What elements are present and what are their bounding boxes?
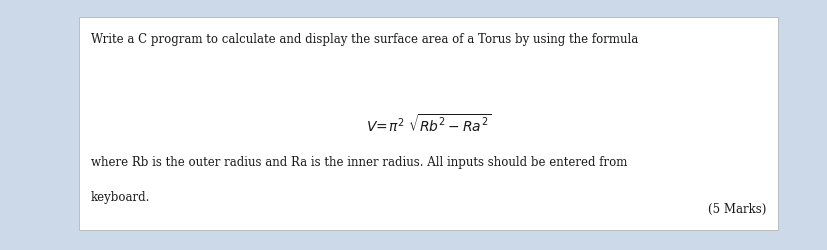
- Text: keyboard.: keyboard.: [91, 190, 151, 203]
- Text: where Rb is the outer radius and Ra is the inner radius. All inputs should be en: where Rb is the outer radius and Ra is t…: [91, 155, 627, 168]
- FancyBboxPatch shape: [79, 18, 777, 230]
- Text: Write a C program to calculate and display the surface area of a Torus by using : Write a C program to calculate and displ…: [91, 32, 638, 46]
- Text: (5 Marks): (5 Marks): [706, 202, 765, 215]
- Text: $V\!=\!\pi^2\ \sqrt{Rb^2-Ra^2}$: $V\!=\!\pi^2\ \sqrt{Rb^2-Ra^2}$: [366, 112, 490, 134]
